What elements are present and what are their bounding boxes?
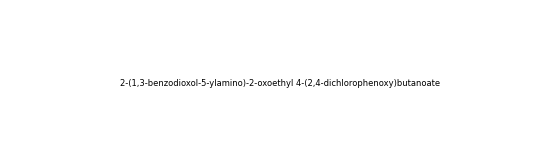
Text: 2-(1,3-benzodioxol-5-ylamino)-2-oxoethyl 4-(2,4-dichlorophenoxy)butanoate: 2-(1,3-benzodioxol-5-ylamino)-2-oxoethyl…: [120, 79, 440, 88]
